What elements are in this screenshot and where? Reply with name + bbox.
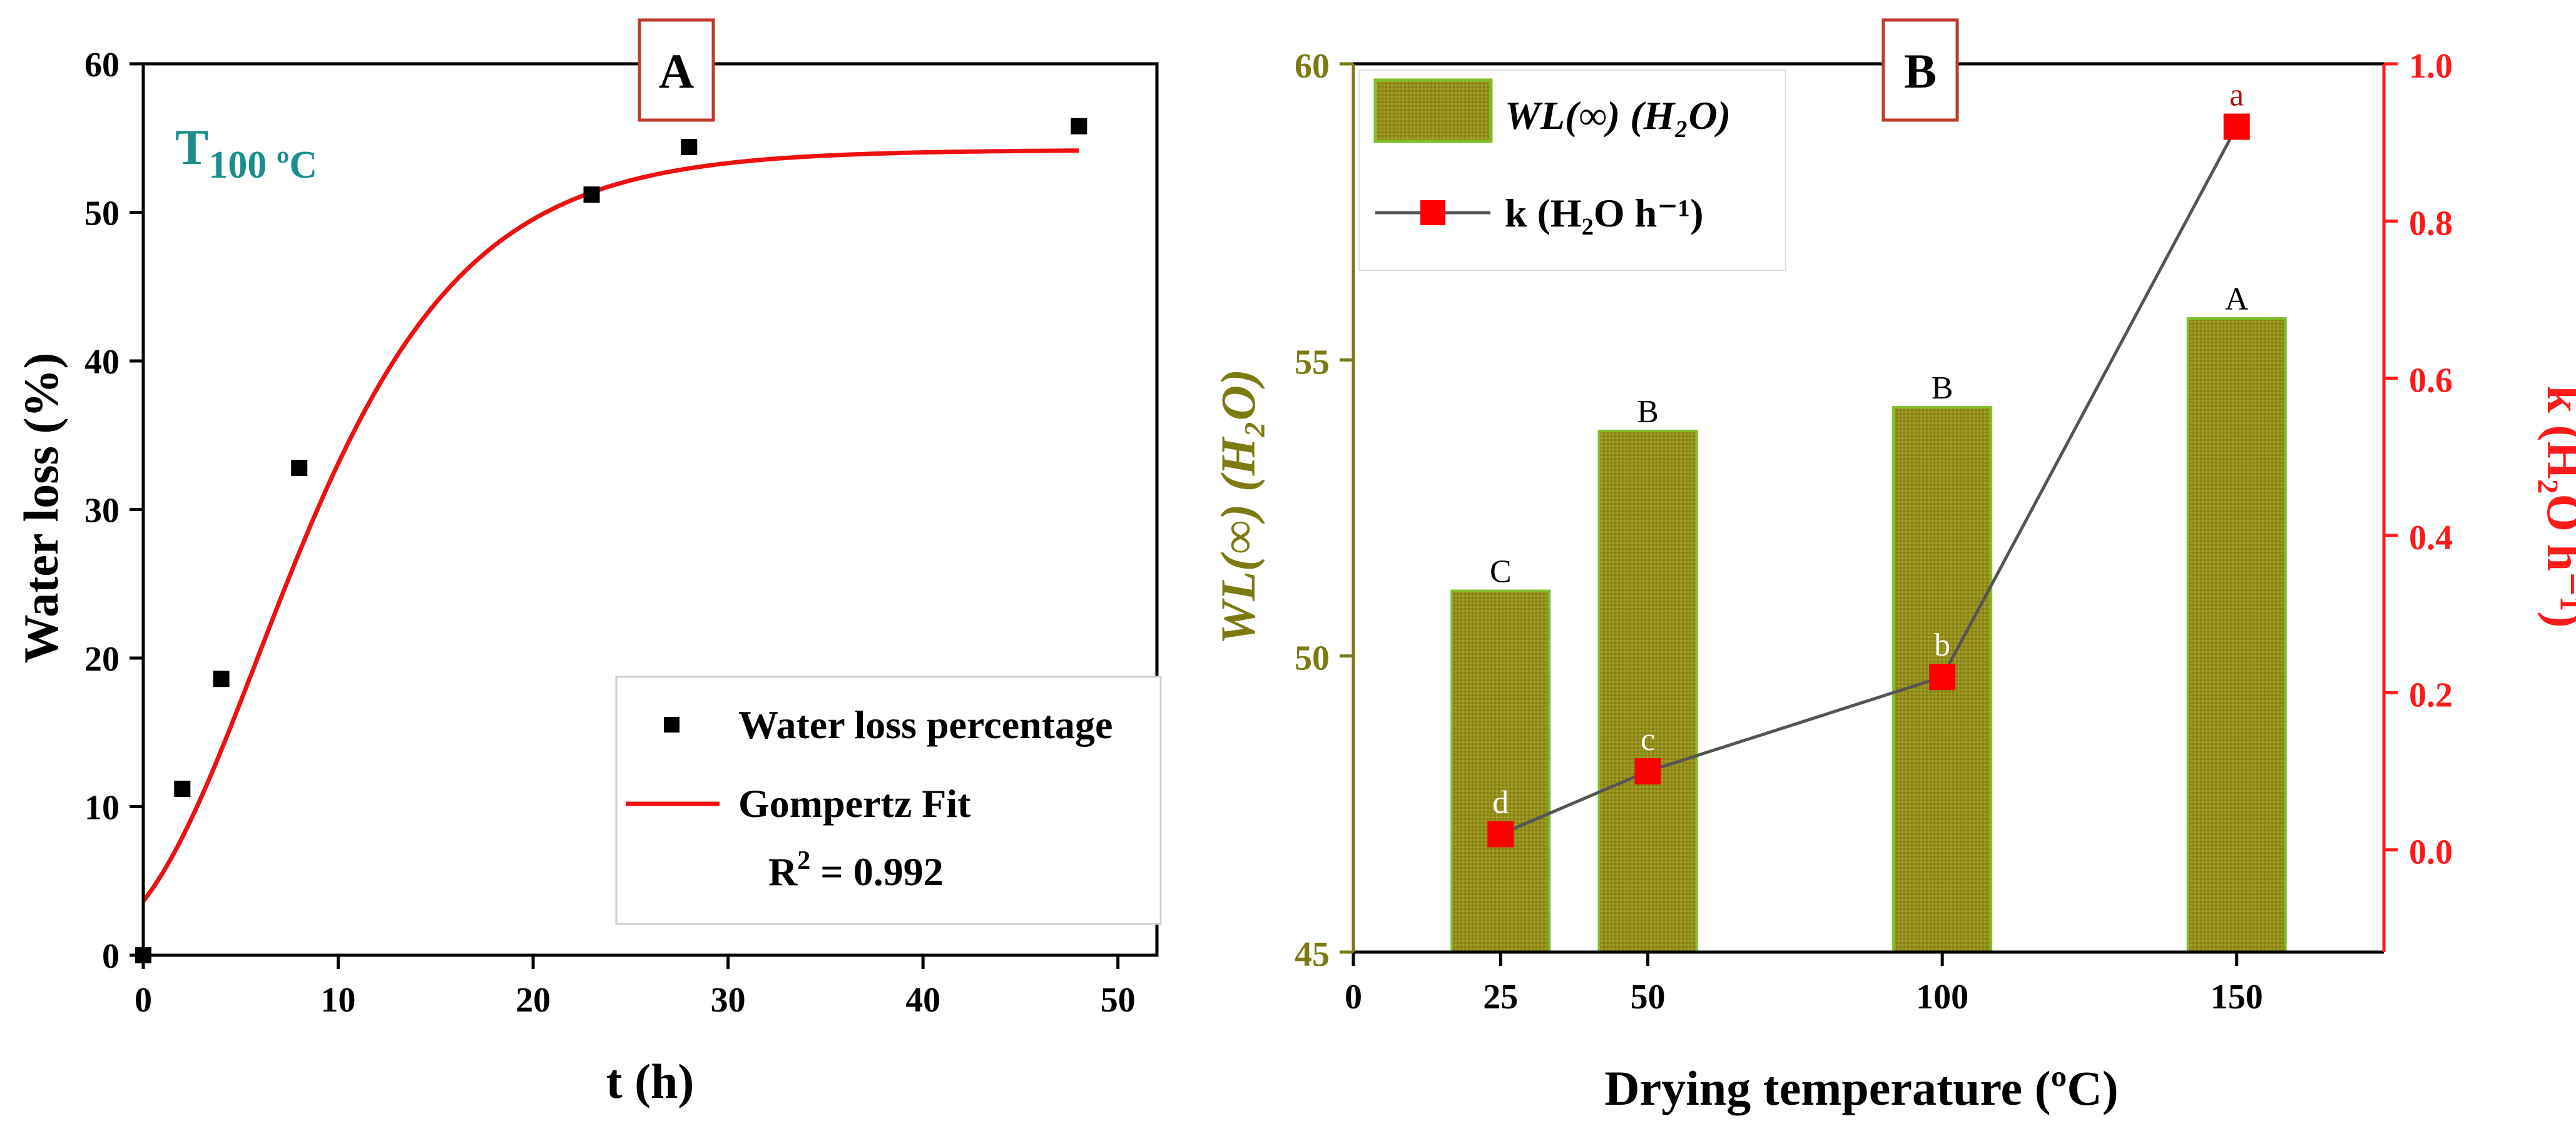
r2-value: = 0.992 (810, 849, 943, 894)
k-marker-letter: a (2229, 78, 2244, 113)
water-loss-point (291, 460, 308, 476)
panel-a-temperature-label: T100 ºC (175, 120, 317, 186)
k-marker-letter: c (1641, 722, 1655, 758)
wl-bar-letter: B (1637, 394, 1659, 430)
wl-bar-letter: A (2225, 281, 2249, 317)
panel-a-title: A (659, 44, 694, 98)
legend-points-marker (664, 717, 680, 733)
panel-a-temperature-main: T (175, 120, 208, 175)
panel-a-points (135, 118, 1087, 963)
water-loss-point (213, 671, 230, 687)
legend-points-label: Water loss percentage (738, 702, 1112, 747)
wl-bar (1450, 589, 1551, 953)
panel-b-x-tick-label: 100 (1916, 978, 1968, 1017)
panel-b-right-y-tick-label: 0.6 (2409, 362, 2453, 400)
water-loss-point (1071, 118, 1087, 134)
water-loss-point (681, 139, 698, 155)
panel-a-x-label: t (h) (606, 1054, 695, 1108)
panel-a-x-tick-label: 20 (516, 981, 551, 1020)
panel-a-x-tick-label: 50 (1101, 981, 1136, 1020)
panel-a-x-tick-label: 10 (321, 981, 356, 1020)
wl-bar (1597, 429, 1698, 953)
legend-k-label: k (H₂O h⁻¹) (1505, 191, 1704, 235)
wl-bar-letter: C (1490, 554, 1512, 590)
wl-bar-letter: B (1932, 370, 1953, 406)
panel-b-x-tick-label: 25 (1483, 978, 1518, 1017)
panel-b-x-tick-label: 150 (2211, 978, 2263, 1017)
legend-k-marker (1420, 200, 1445, 225)
panel-a-fit-curve (141, 148, 1079, 903)
panel-b-x-axis: 0 25 50 100 150 (1345, 952, 2263, 1017)
panel-a-x-tick-label: 40 (905, 981, 940, 1020)
r2-label: R (768, 849, 798, 894)
panel-a-y-tick-label: 50 (84, 195, 120, 233)
panel-a: 0 10 20 30 40 50 0 10 20 30 40 50 60 A T100 ºC t (h… (14, 18, 1162, 1108)
panel-b-bars: C B B A (1450, 281, 2287, 954)
panel-b-right-y-label: k (H₂O h⁻¹) (2537, 386, 2576, 628)
panel-a-x-axis: 0 10 20 30 40 50 (135, 955, 1136, 1020)
panel-a-x-tick-label: 0 (135, 981, 152, 1020)
water-loss-point (174, 781, 191, 797)
panel-a-legend-box (615, 676, 1162, 925)
panel-a-legend: Water loss percentage Gompertz Fit R2 = … (615, 676, 1162, 925)
panel-b-left-y-label: WL(∞) (H₂O) (1211, 369, 1265, 644)
panel-b-left-y-ticks: 45 50 55 60 (1295, 47, 1353, 974)
water-loss-point (583, 186, 600, 203)
panel-b-x-tick-label: 0 (1345, 978, 1362, 1017)
panel-b-legend: WL(∞) (H₂O) k (H₂O h⁻¹) (1358, 69, 1786, 271)
legend-fit-label: Gompertz Fit (738, 781, 971, 826)
panel-b-title: B (1904, 44, 1937, 98)
panel-a-y-tick-label: 20 (84, 640, 120, 679)
k-marker (1634, 758, 1661, 784)
panel-a-y-tick-label: 60 (84, 46, 120, 84)
panel-a-y-label: Water loss (%) (14, 353, 68, 664)
panel-b-right-y-tick-label: 1.0 (2409, 47, 2453, 86)
panel-a-x-tick-label: 30 (711, 981, 746, 1020)
panel-a-y-tick-label: 30 (84, 492, 120, 530)
k-line (1500, 126, 2238, 836)
panel-b: C B B A d c b a 0 25 50 100 150 45 50 55 60 0.0 0.2 0.4… (1211, 18, 2576, 1115)
gompertz-fit-line (141, 148, 1079, 903)
panel-b-right-y-tick-label: 0.4 (2409, 519, 2453, 557)
legend-bar-label: WL(∞) (H₂O) (1505, 93, 1731, 138)
k-marker (1929, 664, 1956, 691)
k-marker-letter: d (1492, 785, 1509, 821)
panel-b-right-y-tick-label: 0.0 (2409, 833, 2453, 872)
panel-b-left-y-tick-label: 55 (1295, 343, 1330, 382)
panel-a-temperature-sub: 100 ºC (208, 144, 317, 186)
panel-a-y-tick-label: 40 (84, 343, 120, 382)
panel-b-k-line: d c b a (1487, 78, 2250, 848)
legend-bar-swatch (1373, 78, 1493, 143)
k-marker (1487, 821, 1514, 848)
panel-b-x-label: Drying temperature (ºC) (1604, 1061, 2118, 1115)
panel-a-y-tick-label: 10 (84, 789, 120, 828)
panel-b-left-y-tick-label: 60 (1295, 47, 1330, 86)
wl-bar (2186, 317, 2287, 954)
panel-a-y-axis: 0 10 20 30 40 50 60 (84, 46, 143, 976)
panel-b-right-y-ticks: 0.0 0.2 0.4 0.6 0.8 1.0 (2384, 47, 2453, 872)
panel-b-title-box (1881, 18, 1959, 122)
panel-b-right-y-tick-label: 0.2 (2409, 676, 2453, 714)
panel-b-left-y-tick-label: 45 (1295, 935, 1330, 974)
panel-b-left-y-tick-label: 50 (1295, 639, 1330, 678)
k-marker-letter: b (1934, 627, 1950, 663)
panel-a-y-tick-label: 0 (102, 937, 120, 976)
k-marker (2223, 113, 2250, 140)
panel-b-right-y-tick-label: 0.8 (2409, 204, 2453, 243)
r2-sup: 2 (797, 846, 810, 875)
panel-a-title-box (638, 18, 715, 122)
panel-b-x-tick-label: 50 (1631, 978, 1666, 1017)
panel-a-r2: R2 = 0.992 (768, 846, 944, 894)
